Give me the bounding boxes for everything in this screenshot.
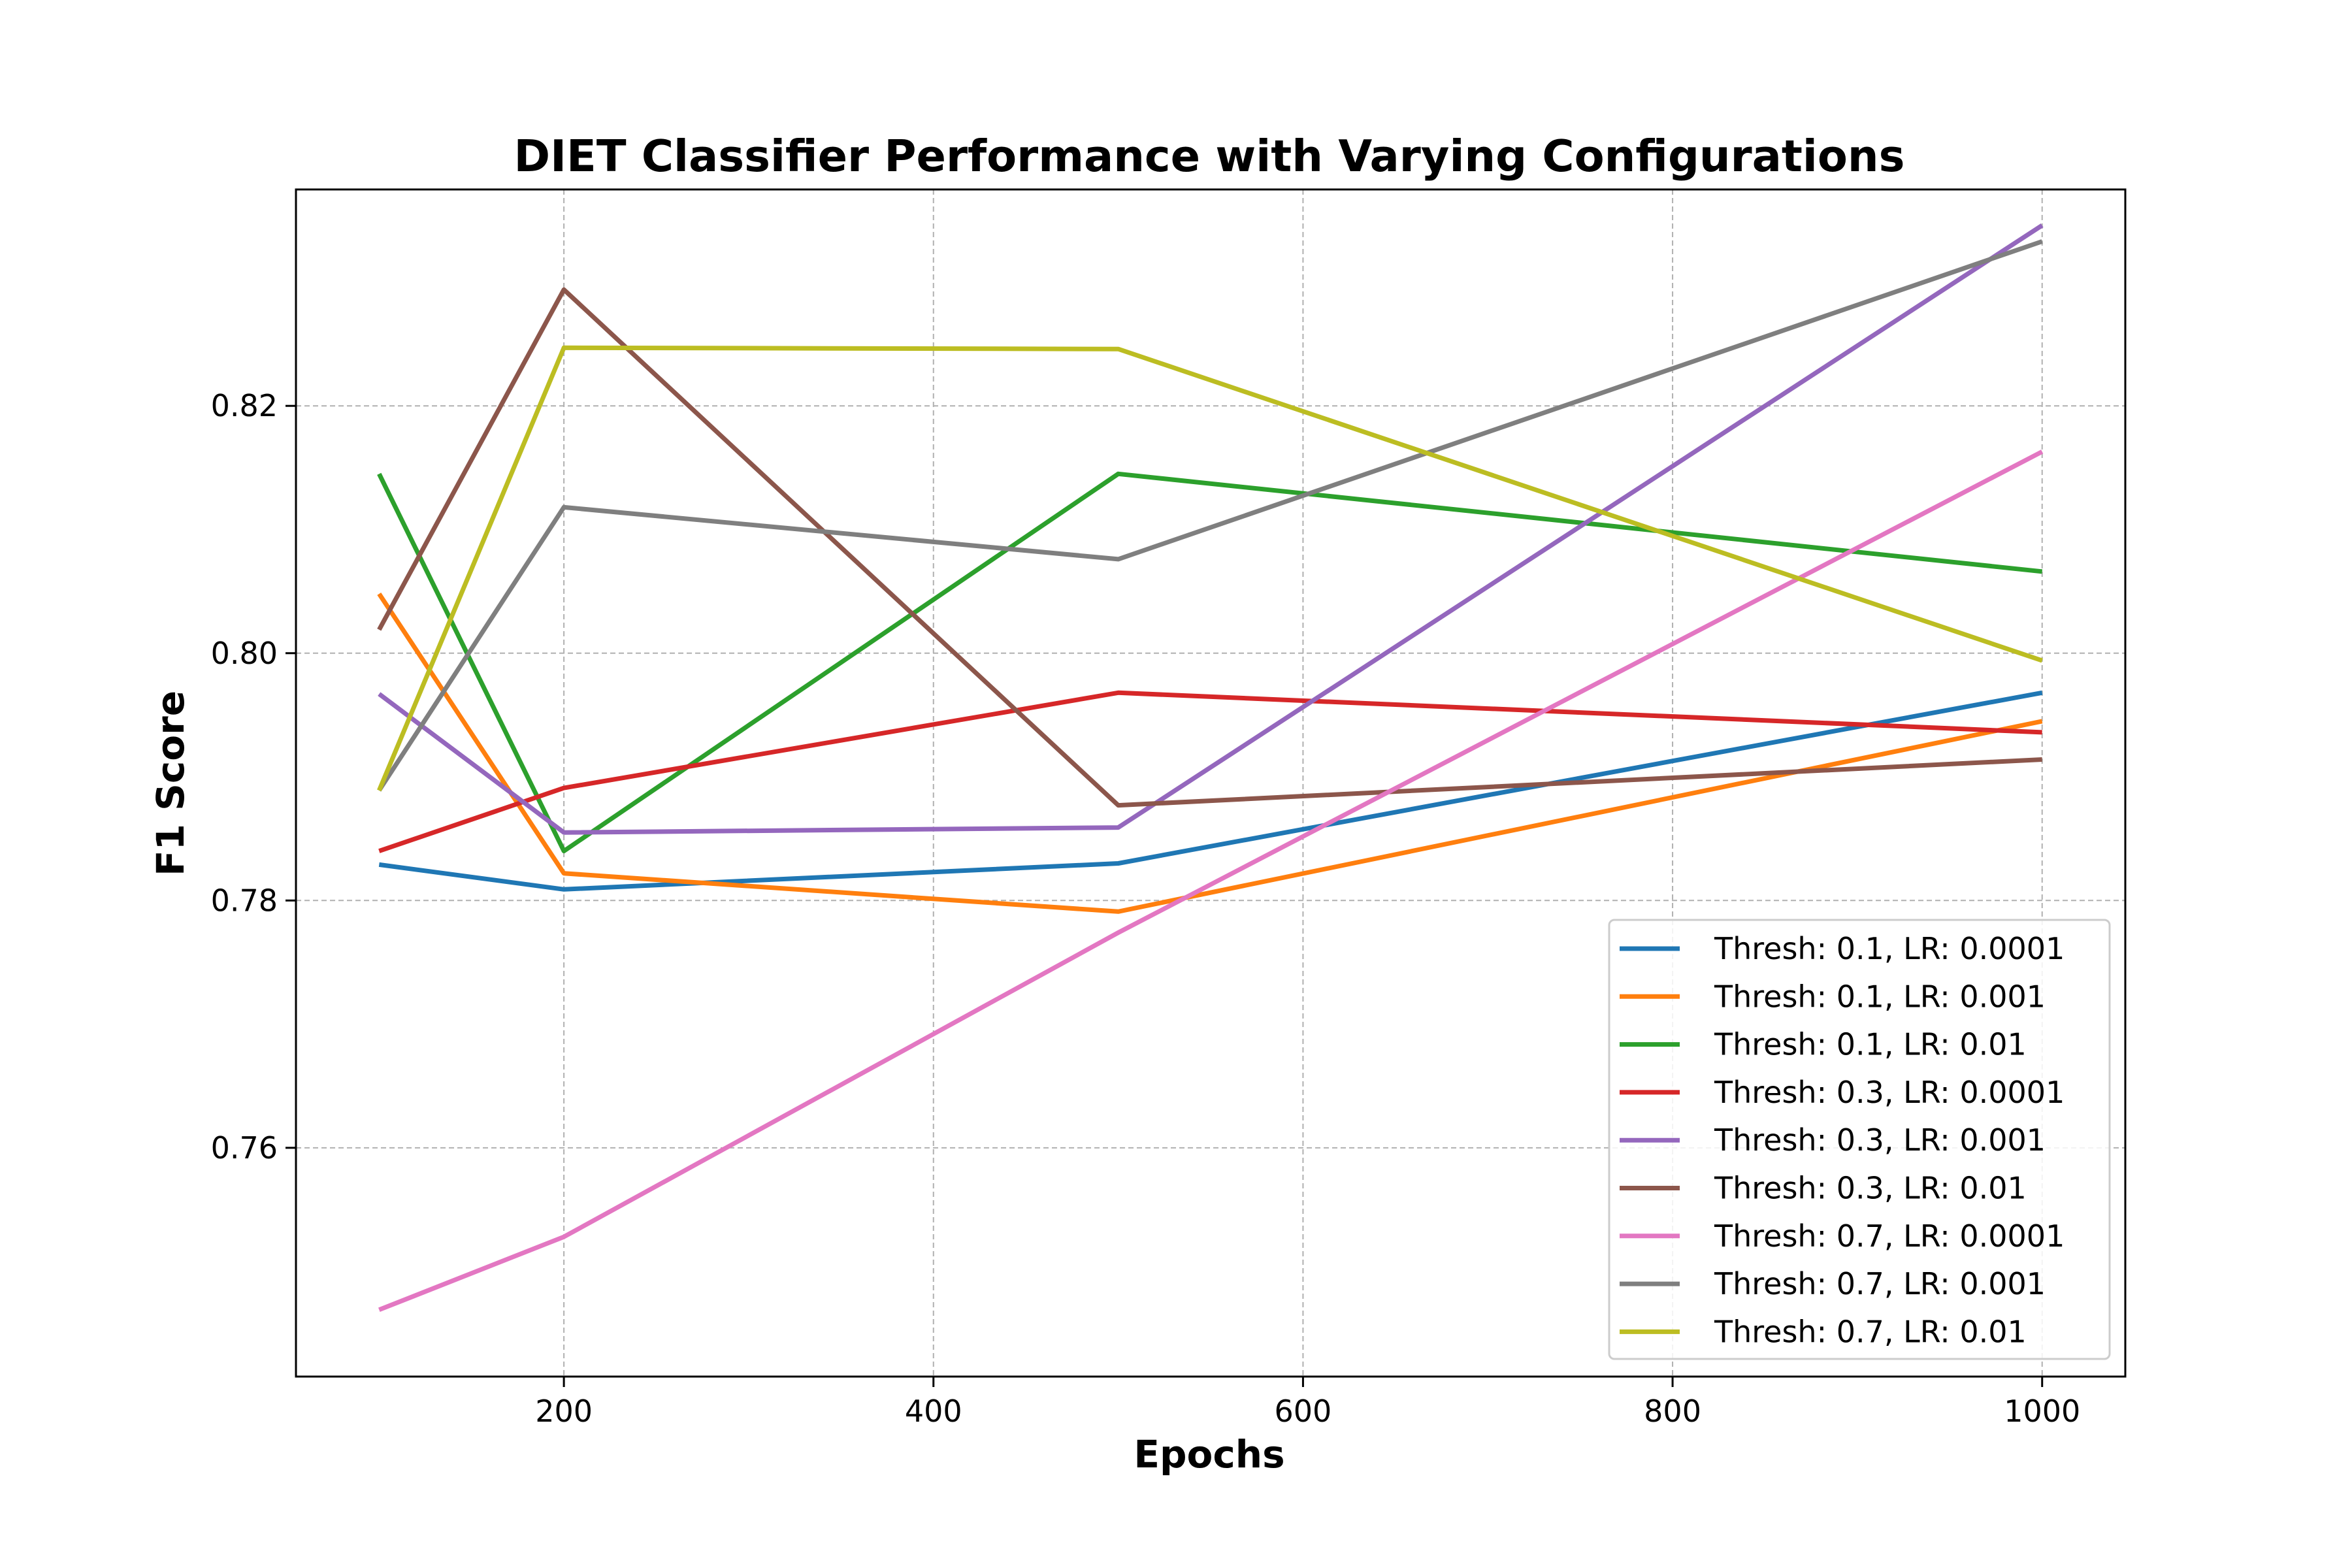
legend: Thresh: 0.1, LR: 0.0001 Thresh: 0.1, LR: … [1608,919,2111,1360]
legend-items: Thresh: 0.1, LR: 0.0001 Thresh: 0.1, LR: … [1620,931,2065,1349]
legend-box [1608,919,2111,1360]
legend-label: Thresh: 0.7, LR: 0.001 [1714,1266,2046,1301]
x-axis-ticks: 200 400 600 800 1000 [535,1377,2080,1429]
x-tick-label: 600 [1275,1394,1332,1429]
y-tick-label: 0.76 [211,1130,278,1166]
y-tick-label: 0.82 [211,388,278,423]
series-line [378,690,2042,853]
series-line [377,239,2043,792]
series-line [377,345,2043,792]
series-line [378,223,2044,835]
series-line [377,287,2042,808]
x-tick-label: 400 [905,1394,962,1429]
legend-label: Thresh: 0.1, LR: 0.0001 [1714,931,2065,966]
x-tick-label: 800 [1644,1394,1701,1429]
legend-label: Thresh: 0.3, LR: 0.001 [1714,1122,2046,1158]
legend-label: Thresh: 0.1, LR: 0.01 [1714,1027,2027,1062]
series-line [378,449,2044,1313]
plot-frame [295,188,2127,1378]
chart-title: DIET Classifier Performance with Varying… [514,131,1905,182]
y-axis-label: F1 Score [148,691,193,876]
legend-label: Thresh: 0.3, LR: 0.01 [1714,1171,2027,1206]
series-line [377,471,2043,854]
x-tick-label: 1000 [2004,1394,2080,1429]
y-axis-ticks: 0.76 0.78 0.80 0.82 [211,388,296,1166]
series-layer [377,223,2044,1313]
legend-label: Thresh: 0.7, LR: 0.0001 [1714,1218,2065,1254]
legend-label: Thresh: 0.1, LR: 0.001 [1714,979,2046,1014]
y-tick-label: 0.80 [211,636,278,671]
y-tick-label: 0.78 [211,883,278,918]
series-line [378,690,2043,892]
legend-label: Thresh: 0.7, LR: 0.01 [1714,1314,2027,1349]
series-line [377,592,2043,914]
x-tick-label: 200 [535,1394,593,1429]
x-axis-label: Epochs [1134,1432,1284,1477]
legend-label: Thresh: 0.3, LR: 0.0001 [1714,1075,2065,1110]
